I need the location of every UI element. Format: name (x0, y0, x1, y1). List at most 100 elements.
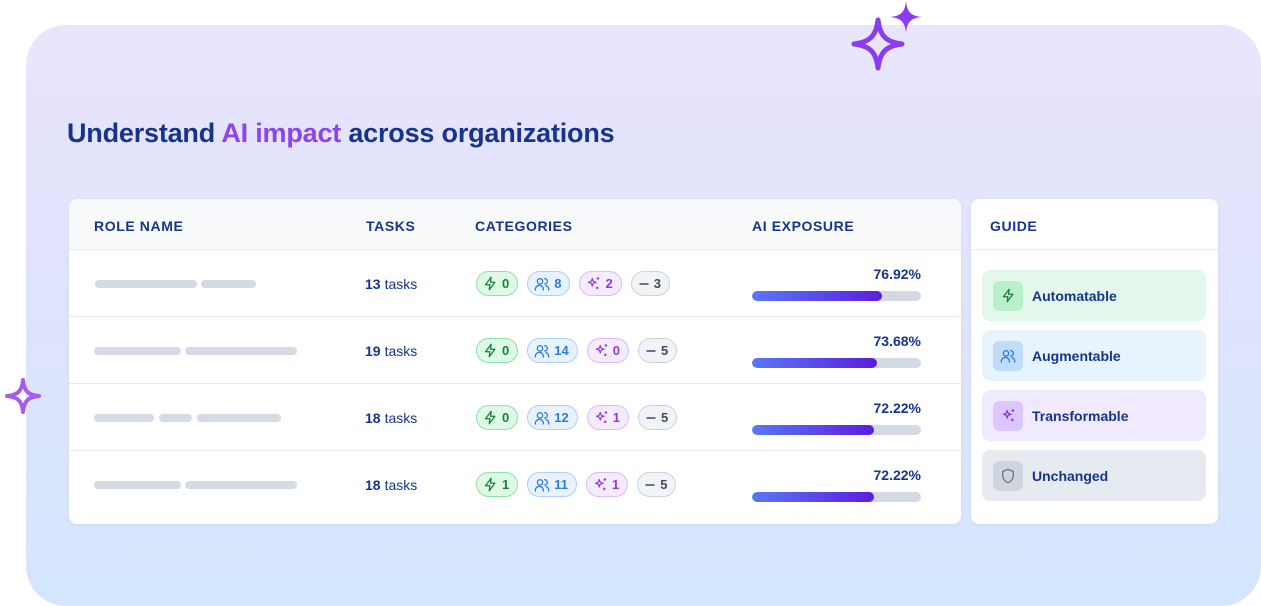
task-number: 18 (365, 477, 381, 493)
exposure-bar (752, 425, 875, 435)
exposure-track (752, 425, 921, 435)
task-number: 18 (365, 410, 381, 426)
badge-count: 14 (554, 343, 569, 358)
badge-count: 11 (554, 477, 568, 492)
guide-item: Unchanged (982, 450, 1206, 501)
badge-count: 1 (611, 477, 620, 492)
name-placeholder (94, 347, 181, 355)
category-badge: 0 (476, 405, 519, 430)
badge-count: 5 (660, 477, 668, 492)
badge-count: 5 (660, 410, 669, 425)
category-badge: 1 (476, 472, 519, 497)
category-badges: 0 12 1 5 (476, 405, 678, 430)
category-badge: 14 (527, 338, 578, 363)
header-cell: TASKS (366, 218, 416, 234)
exposure-label: 72.22% (873, 467, 921, 483)
name-placeholder (94, 481, 181, 489)
name-placeholder (185, 347, 297, 355)
category-badge: 5 (637, 405, 678, 430)
task-unit: tasks (384, 477, 418, 493)
exposure-label: 76.92% (873, 266, 921, 282)
exposure-track (752, 291, 921, 301)
badge-count: 0 (502, 276, 510, 291)
task-count: 18 tasks (365, 410, 417, 426)
category-badge: 0 (476, 338, 519, 363)
guide-label: Unchanged (1032, 467, 1109, 484)
task-number: 13 (365, 276, 381, 292)
guide-item: Transformable (982, 390, 1206, 441)
category-badge: 2 (579, 271, 622, 296)
guide-title: GUIDE (990, 218, 1038, 234)
category-badge: 12 (527, 405, 578, 430)
guide-icon (993, 460, 1023, 491)
table-row: 13 tasks 0 8 2 3 76.92% (69, 250, 961, 317)
name-placeholder (185, 481, 297, 489)
table-row: 19 tasks 0 14 0 5 73.68% (69, 317, 961, 384)
badge-count: 8 (554, 276, 562, 291)
category-badge: 8 (527, 271, 571, 296)
guide-item: Augmentable (982, 330, 1206, 381)
guide-label: Transformable (1032, 407, 1129, 424)
table-row: 18 tasks 0 12 1 5 72.22% (69, 384, 961, 451)
header-cell: AI EXPOSURE (752, 218, 855, 234)
guide-icon (993, 280, 1023, 311)
exposure-label: 72.22% (873, 400, 921, 416)
roles-table: ROLE NAME TASKS CATEGORIES AI EXPOSURE 1… (69, 199, 961, 524)
sparkle (851, 17, 905, 71)
guide-icon (993, 400, 1023, 431)
badge-count: 1 (612, 410, 620, 425)
sparkle (5, 378, 41, 414)
category-badge: 11 (527, 472, 577, 497)
name-placeholder (159, 414, 192, 422)
title-text: across organizations (341, 118, 615, 148)
badge-count: 2 (605, 276, 613, 291)
category-badge: 0 (586, 338, 629, 363)
badge-count: 12 (554, 410, 569, 425)
badge-count: 0 (612, 343, 620, 358)
name-placeholder (201, 280, 256, 288)
sparkle (890, 1, 922, 33)
guide-label: Augmentable (1032, 347, 1121, 364)
task-count: 19 tasks (365, 343, 417, 359)
task-number: 19 (365, 343, 381, 359)
header-cell: ROLE NAME (94, 218, 184, 234)
task-unit: tasks (384, 276, 418, 292)
category-badges: 0 8 2 3 (476, 271, 670, 296)
category-badge: 1 (585, 472, 629, 497)
exposure-bar (752, 358, 877, 368)
guide-card: GUIDE Automatable Augmentable Transformabl… (971, 199, 1218, 524)
exposure-bar (752, 291, 882, 301)
category-badges: 1 11 1 5 (476, 472, 677, 497)
guide-label: Automatable (1032, 287, 1117, 304)
guide-item: Automatable (982, 270, 1206, 321)
category-badge: 1 (586, 405, 629, 430)
category-badge: 5 (637, 472, 677, 497)
name-placeholder (197, 414, 281, 422)
name-placeholder (94, 414, 154, 422)
guide-header: GUIDE (971, 199, 1218, 250)
exposure-bar (752, 492, 875, 502)
task-unit: tasks (384, 410, 418, 426)
task-count: 18 tasks (365, 477, 417, 493)
table-header: ROLE NAME TASKS CATEGORIES AI EXPOSURE (69, 199, 961, 250)
task-count: 13 tasks (365, 276, 417, 292)
exposure-track (752, 358, 921, 368)
badge-count: 0 (502, 343, 510, 358)
header-cell: CATEGORIES (475, 218, 573, 234)
category-badge: 5 (637, 338, 678, 363)
guide-icon (993, 340, 1023, 371)
exposure-label: 73.68% (873, 333, 921, 349)
badge-count: 3 (653, 276, 661, 291)
badge-count: 1 (502, 477, 510, 492)
exposure-track (752, 492, 921, 502)
badge-count: 5 (660, 343, 669, 358)
category-badge: 3 (630, 271, 670, 296)
title-highlight: AI impact (221, 118, 342, 148)
category-badges: 0 14 0 5 (476, 338, 678, 363)
badge-count: 0 (502, 410, 510, 425)
title-text: Understand (67, 118, 222, 148)
task-unit: tasks (384, 343, 418, 359)
title: Understand AI impact across organization… (67, 118, 615, 149)
category-badge: 0 (476, 271, 519, 296)
